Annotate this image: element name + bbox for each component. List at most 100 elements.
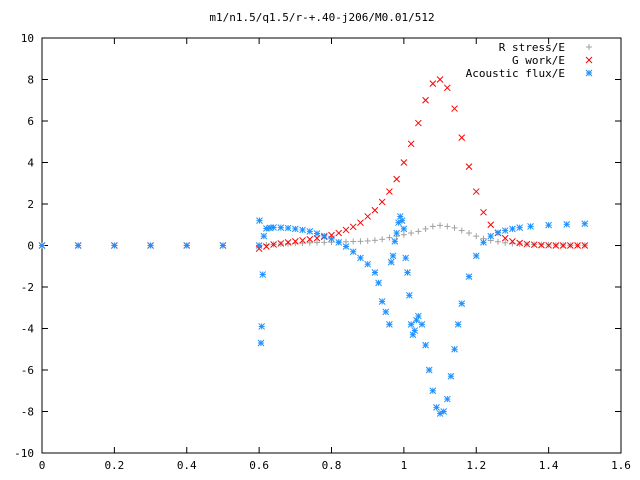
y-tick-label: 4 [27,157,34,170]
data-point [313,230,321,237]
data-point [563,220,571,228]
data-point [255,245,263,252]
data-point [415,228,422,235]
data-point [386,320,393,328]
y-tick-label: 0 [27,240,34,253]
data-point [480,239,487,246]
tick-labels: 0 0.2 0.4 0.6 0.8 1 1.2 1.4 1.6 -10 -8 -6 -4 -2 0 2 4 6 8 1… [14,32,631,472]
data-point [335,229,343,237]
data-point [574,242,581,249]
data-point [375,279,382,287]
data-point [425,366,433,374]
data-point [566,242,574,249]
data-point [473,233,480,240]
data-point [256,217,263,224]
data-point [270,224,277,231]
data-point [437,222,444,229]
data-point [400,231,407,238]
data-point [538,241,545,249]
data-point [357,219,364,227]
data-point [443,395,451,403]
y-tick-label: 8 [27,74,34,87]
data-point [74,242,82,249]
data-point [433,403,440,411]
data-point [405,291,413,299]
data-point [472,252,480,260]
data-point [328,235,335,243]
data-point [466,230,473,237]
data-point [581,220,589,228]
data-point [277,240,285,247]
data-point [545,221,552,229]
x-tick-label: 1 [401,459,408,472]
data-point [402,254,410,262]
data-point [451,224,458,231]
data-point [408,230,415,237]
data-point [487,232,495,240]
data-point [516,224,524,232]
data-point [255,242,263,249]
data-point [501,227,509,234]
data-point [509,237,516,245]
data-point [183,242,191,249]
data-point [458,134,466,141]
data-point [349,223,357,231]
data-point [530,241,538,249]
x-tick-label: 1.6 [611,459,631,472]
data-point [418,320,426,328]
data-point [581,242,589,249]
data-point [111,242,118,249]
data-point [371,269,379,276]
data-point [386,188,393,195]
data-point [429,223,436,230]
legend-marker [585,56,593,64]
data-point [313,234,321,242]
data-point [291,237,299,245]
data-point [480,208,487,216]
data-point [414,119,422,127]
data-point [257,339,265,347]
data-point [458,300,466,307]
data-point [379,236,386,243]
data-point [458,227,465,234]
data-point [429,387,437,395]
data-point [285,240,292,247]
data-point [306,228,314,235]
data-point [398,217,406,224]
data-point [422,341,429,349]
data-point [357,254,364,262]
data-point [364,260,372,268]
data-point [400,225,408,233]
legend-label: G work/E [512,54,565,67]
data-point [429,80,437,88]
y-tick-label: -4 [21,323,35,336]
data-point [299,236,306,244]
data-point [552,242,560,249]
data-point [260,232,268,240]
data-point [523,240,531,248]
data-point [321,239,328,246]
y-tick-label: -6 [21,364,34,377]
data-point [349,248,357,256]
data-point [451,345,458,353]
data-point [400,159,408,166]
data-point [502,239,509,246]
data-point [422,96,429,104]
series-1 [38,76,589,252]
axis-ticks [41,37,622,454]
data-point [411,327,419,334]
y-tick-label: -10 [14,447,34,460]
data-point [299,226,306,234]
data-point [516,239,524,247]
data-point [335,239,343,246]
x-tick-label: 1.2 [466,459,486,472]
data-point [494,229,502,236]
data-point [270,241,277,248]
data-point [263,243,270,250]
data-point [371,237,378,244]
data-point [306,235,314,243]
legend-label: Acoustic flux/E [466,67,565,80]
data-point [389,252,397,260]
data-point [436,76,444,83]
data-point [38,242,46,249]
